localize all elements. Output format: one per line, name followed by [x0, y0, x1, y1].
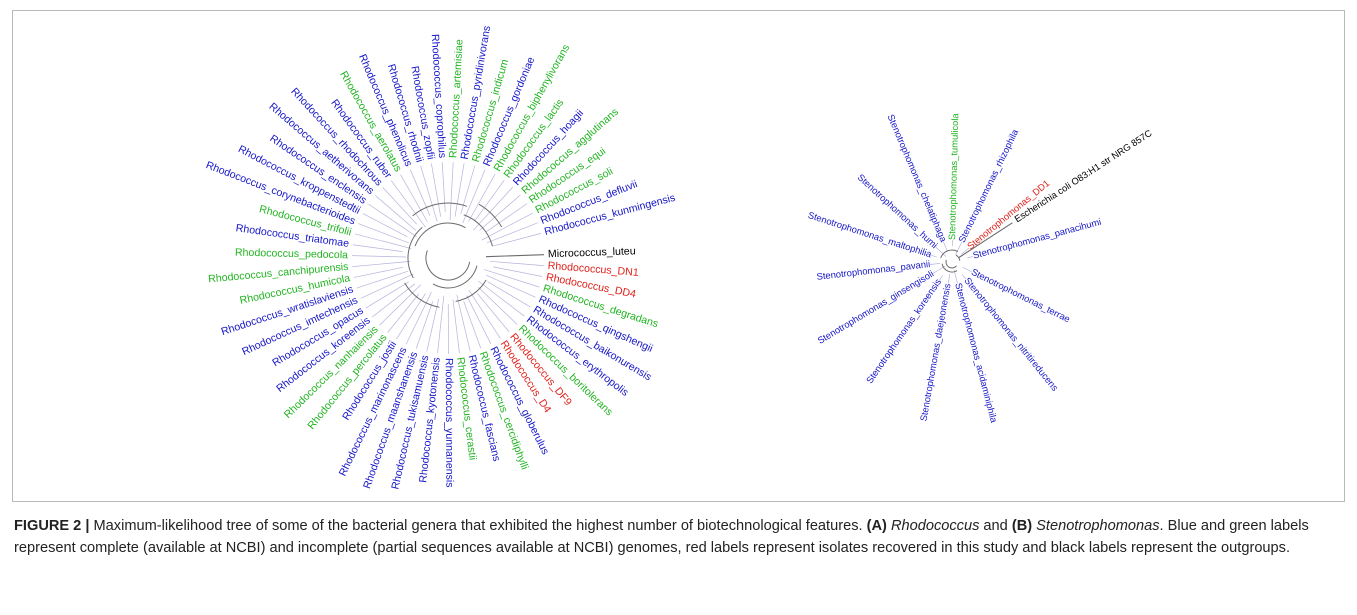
tree-branch	[354, 233, 412, 249]
tree-branch	[466, 295, 492, 345]
tree-branch	[400, 174, 428, 222]
tree-branch	[441, 162, 446, 213]
leaf-label: Rhodococcus_yunnanensis	[443, 358, 456, 488]
tree-branch	[486, 222, 538, 244]
tree-branch	[452, 299, 460, 354]
tree-branch	[930, 254, 937, 258]
tree-branch	[485, 254, 544, 258]
caption-panel-a: (A)	[866, 518, 887, 534]
tree-clade-arc	[414, 222, 466, 247]
leaf-label: Stenotrophomonas_maltophilia	[807, 209, 934, 260]
tree-branch	[410, 169, 431, 216]
tree-branch	[489, 260, 544, 266]
tree-branch	[947, 273, 951, 284]
tree-branch	[955, 242, 962, 255]
tree-clade-arc	[463, 214, 493, 247]
tree-branch	[939, 274, 944, 281]
tree-branch	[360, 273, 414, 299]
caption-genus-b: Stenotrophomonas	[1036, 518, 1160, 534]
tree-a-rhodococcus: Micrococcus_luteuRhodococcus_DN1Rhodococ…	[204, 25, 676, 491]
tree-branch	[358, 223, 409, 244]
tree-branch	[460, 165, 476, 214]
tree-branch	[352, 261, 411, 267]
caption-panel-b: (B)	[1011, 518, 1033, 534]
tree-clade-arc	[955, 254, 961, 261]
tree-branch	[353, 266, 404, 278]
tree-branch	[468, 289, 501, 339]
tree-branch	[449, 162, 454, 221]
tree-branch	[426, 298, 440, 352]
leaf-label: Stenotrophomonas_tumulicola	[946, 112, 960, 240]
tree-branch	[463, 301, 482, 349]
tree-branch	[362, 213, 408, 237]
tree-branch	[387, 293, 420, 333]
leaf-label: Rhodococcus_pedocola	[235, 247, 348, 262]
caption-text-2: . Blue and green labels represent comple…	[14, 518, 1309, 556]
tree-branch	[486, 274, 536, 298]
tree-clade-arc	[478, 203, 503, 228]
tree-branch	[430, 163, 442, 217]
caption-and: and	[979, 518, 1012, 534]
figure-label: FIGURE 2 |	[14, 518, 90, 534]
tree-branch	[352, 244, 403, 252]
tree-branch	[477, 293, 510, 333]
tree-branch	[368, 203, 417, 237]
tree-branch	[474, 179, 505, 221]
tree-branch	[405, 292, 432, 345]
tree-branch	[479, 194, 521, 231]
tree-branch	[372, 283, 416, 318]
tree-branch	[374, 195, 417, 231]
tree-branch	[379, 284, 422, 326]
tree-branch	[481, 212, 533, 241]
tree-branch	[487, 281, 531, 308]
tree-branch	[396, 293, 426, 340]
tree-branch	[485, 203, 528, 233]
tree-branch	[492, 233, 541, 247]
tree-clade-arc	[412, 202, 467, 217]
tree-branch	[478, 280, 525, 317]
figure-caption: FIGURE 2 | Maximum-likelihood tree of so…	[14, 515, 1344, 559]
tree-branch	[943, 241, 948, 252]
tree-branch	[493, 266, 543, 277]
figure-svg: Micrococcus_luteuRhodococcus_DN1Rhodococ…	[204, 25, 1154, 491]
tree-branch	[484, 269, 540, 288]
tree-branch	[462, 169, 486, 224]
tree-branch	[478, 286, 518, 325]
tree-clade-arc	[425, 250, 471, 281]
tree-branch	[958, 222, 1013, 259]
tree-branch	[473, 186, 513, 231]
tree-branch	[935, 246, 947, 257]
tree-branch	[365, 281, 409, 309]
tree-branch	[356, 270, 409, 289]
tree-branch	[391, 180, 426, 228]
leaf-label: Micrococcus_luteu	[548, 245, 636, 260]
tree-clade-arc	[940, 249, 959, 259]
leaf-label: Escherichia coli O83:H1 str NRG 857C	[1012, 127, 1154, 224]
tree-branch	[962, 267, 972, 273]
tree-clade-arc	[945, 259, 957, 269]
tree-clade-arc	[404, 282, 440, 308]
tree-branch	[961, 274, 967, 280]
tree-branch	[352, 255, 407, 258]
caption-text-1: Maximum-likelihood tree of some of the b…	[89, 518, 867, 534]
tree-branch	[420, 165, 438, 222]
tree-branch	[961, 247, 970, 255]
tree-clade-arc	[407, 226, 423, 279]
tree-clade-arc	[432, 265, 478, 289]
tree-branch	[454, 163, 465, 217]
tree-branch	[456, 294, 471, 352]
tree-branch	[382, 187, 418, 225]
tree-clade-arc	[941, 263, 958, 273]
figure-frame	[12, 10, 1345, 502]
caption-genus-a: Rhodococcus	[890, 518, 980, 534]
tree-branch	[437, 295, 445, 354]
tree-branch	[967, 255, 974, 259]
tree-branch	[468, 174, 496, 222]
tree-branch	[930, 263, 941, 265]
tree-clade-arc	[455, 279, 487, 302]
tree-b-stenotrophomonas: Escherichia coli O83:H1 str NRG 857C Sten…	[807, 112, 1154, 424]
tree-branch	[415, 301, 434, 349]
